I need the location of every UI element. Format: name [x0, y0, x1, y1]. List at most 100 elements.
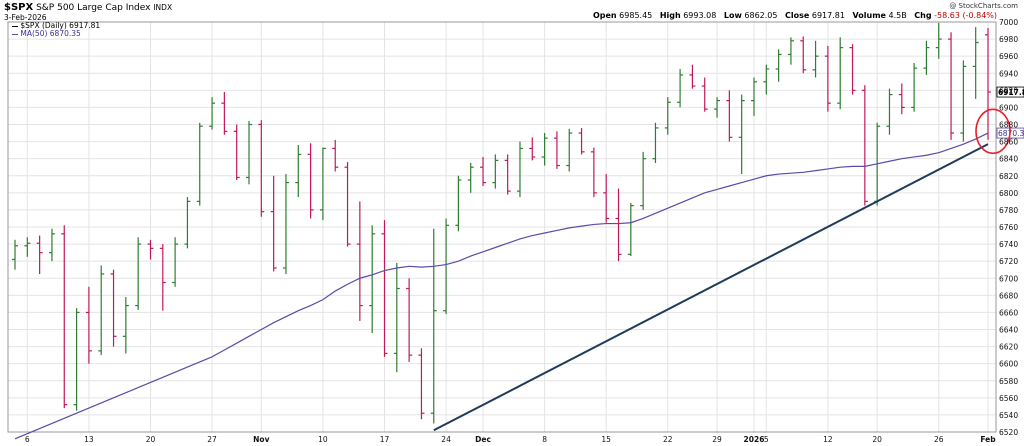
y-tick-label: 6940	[999, 69, 1018, 78]
y-tick-label: 6980	[999, 35, 1018, 44]
y-tick-label: 6640	[999, 326, 1018, 335]
ma-marker-label: 6870.35	[998, 129, 1024, 138]
ohlc-bar	[159, 244, 166, 311]
volume-label: Volume	[852, 11, 886, 20]
ohlc-bar	[824, 45, 831, 112]
x-axis-ticks: 6 13 20 27 Nov 10 17 24 Dec 8 15 22 29 2026 5 12 20 26 Feb	[25, 435, 996, 444]
ohlc-bar	[935, 22, 942, 59]
ohlc-bar	[356, 201, 363, 321]
price-marker-label: 6917.81	[998, 88, 1024, 97]
ohlc-bar	[701, 77, 708, 112]
ohlc-bar	[689, 64, 696, 89]
ohlc-bar	[541, 133, 548, 166]
x-tick-label: Dec	[475, 435, 491, 444]
ohlc-bar	[319, 147, 326, 221]
ohlc-bar	[492, 154, 499, 189]
ohlc-bar	[61, 225, 68, 409]
ohlc-bar	[923, 40, 930, 75]
legend-price-label: $SPX (Daily) 6917.81	[20, 21, 101, 30]
ohlc-bar	[590, 147, 597, 198]
x-tick-label: 24	[441, 435, 451, 444]
x-tick-label: Nov	[253, 435, 269, 444]
ohlc-bar	[443, 218, 450, 315]
x-tick-label: 15	[601, 435, 611, 444]
y-tick-label: 6660	[999, 308, 1018, 317]
ohlc-bar	[664, 97, 671, 135]
ohlc-bar	[24, 237, 31, 257]
plot-frame	[7, 21, 997, 433]
ohlc-bar	[258, 120, 265, 217]
ohlc-bar	[196, 122, 203, 206]
ohlc-bar	[246, 121, 253, 185]
x-tick-label: 8	[542, 435, 547, 444]
ohlc-bar	[406, 278, 413, 362]
ohlc-bar	[800, 36, 807, 74]
ohlc-bar	[332, 139, 339, 172]
chg-label: Chg	[914, 11, 932, 20]
ohlc-bar	[73, 308, 80, 411]
ohlc-bar	[147, 239, 154, 260]
ohlc-bar	[270, 175, 277, 272]
close-value: 6917.81	[811, 11, 845, 20]
ohlc-bar	[209, 97, 216, 130]
y-axis-ticks: 6520 6540 6560 6580 6600 6620 6640 6660 6680 6700…	[999, 18, 1018, 437]
x-tick-label: 2026	[744, 435, 765, 444]
ohlc-bar	[504, 154, 511, 195]
y-tick-label: 6880	[999, 121, 1018, 130]
y-tick-label: 6580	[999, 377, 1018, 386]
x-tick-label: 6	[25, 435, 30, 444]
ohlc-bar	[480, 156, 487, 186]
open-label: Open	[592, 11, 617, 20]
ohlc-bar	[960, 60, 967, 142]
ohlc-bar	[837, 37, 844, 110]
y-tick-label: 6600	[999, 360, 1018, 369]
y-tick-label: 6860	[999, 138, 1018, 147]
x-tick-label: 29	[712, 435, 722, 444]
open-value: 6985.45	[619, 11, 653, 20]
x-tick-label: 26	[934, 435, 944, 444]
ohlc-bar	[295, 145, 302, 198]
ohlc-bar	[122, 297, 129, 354]
ohlc-bar	[972, 27, 979, 99]
ohlc-bar	[948, 32, 955, 140]
x-tick-label: 20	[872, 435, 882, 444]
close-label: Close	[785, 11, 810, 20]
ohlc-bar	[221, 92, 228, 135]
ohlc-bar	[85, 286, 92, 364]
ohlc-bar	[615, 188, 622, 262]
high-label: High	[659, 11, 681, 20]
ohlc-bar	[640, 151, 647, 210]
x-tick-label: Feb	[980, 435, 996, 444]
volume-value: 4.5B	[888, 11, 907, 20]
ohlc-bar	[985, 27, 991, 140]
ohlc-bar	[233, 124, 240, 181]
ohlc-bar	[812, 40, 819, 78]
ohlc-bar	[849, 44, 856, 95]
legend-ma-label: MA(50) 6870.35	[20, 29, 81, 38]
chart-title: $SPX S&P 500 Large Cap Index INDX	[4, 3, 172, 13]
y-tick-label: 6740	[999, 240, 1018, 249]
ohlc-bar	[775, 49, 782, 82]
copyright: @ StockCharts.com	[949, 2, 1018, 10]
y-tick-label: 6720	[999, 257, 1018, 266]
ohlc-bar	[726, 90, 733, 142]
symbol: $SPX	[4, 2, 34, 13]
ohlc-bar	[307, 143, 314, 219]
y-tick-label: 7000	[999, 18, 1018, 27]
y-tick-label: 6920	[999, 86, 1018, 95]
ohlc-bar	[886, 88, 893, 135]
ohlc-bar	[135, 237, 142, 310]
ma50-line	[14, 132, 989, 440]
x-tick-label: 17	[380, 435, 390, 444]
ohlc-bar	[282, 174, 289, 274]
ohlc-bar	[455, 175, 462, 232]
high-value: 6993.08	[683, 11, 717, 20]
ohlc-bar	[467, 162, 474, 193]
ohlc-bar	[393, 262, 400, 373]
ohlc-bar	[911, 63, 918, 112]
y-tick-label: 6700	[999, 274, 1018, 283]
ohlc-bar	[172, 237, 179, 287]
ohlc-bar	[578, 127, 585, 155]
ohlc-readout: Open 6985.45 High 6993.08 Low 6862.05 Cl…	[593, 12, 1002, 20]
